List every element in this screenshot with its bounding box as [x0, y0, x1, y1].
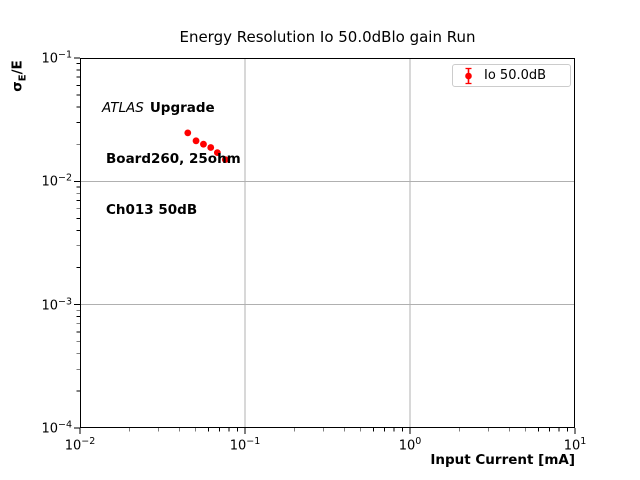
plot-area: ATLAS Upgrade Board260, 25ohm Ch013 50dB …	[74, 57, 576, 434]
annotation-line-1: ATLAS Upgrade	[102, 100, 241, 117]
chart-title: Energy Resolution Io 50.0dBlo gain Run	[179, 28, 476, 46]
ylabel-sigma: σ	[9, 81, 26, 92]
x-tick-label: 10−1	[229, 436, 261, 454]
data-point	[192, 137, 200, 145]
data-point	[221, 156, 229, 164]
annotation-line-3: Ch013 50dB	[106, 202, 198, 218]
axis-spines	[80, 58, 575, 428]
y-axis-label: σE/E	[10, 60, 29, 92]
y-tick-label: 10−3	[41, 295, 72, 314]
ylabel-subscript: E	[17, 74, 29, 82]
x-axis-label: Input Current [mA]	[430, 452, 575, 468]
y-tick-label: 10−2	[41, 172, 72, 190]
data-point	[184, 129, 192, 137]
annotation-atlas: ATLAS	[102, 100, 144, 116]
ylabel-rest: /E	[9, 60, 26, 75]
x-tick-label: 10−2	[64, 436, 96, 454]
legend-errorbar-icon	[465, 67, 472, 84]
data-point	[213, 149, 221, 156]
annotation-block: ATLAS Upgrade Board260, 25ohm Ch013 50dB	[102, 66, 241, 253]
data-point	[207, 144, 215, 151]
annotation-upgrade: Upgrade	[149, 100, 215, 116]
x-tick-label: 101	[563, 436, 587, 454]
y-tick-label: 10−1	[41, 49, 72, 67]
annotation-line-2: Board260, 25ohm	[106, 151, 241, 167]
legend-label: Io 50.0dB	[484, 68, 547, 83]
x-tick-label: 100	[398, 436, 422, 454]
data-point	[200, 140, 207, 148]
legend: Io 50.0dB	[452, 64, 571, 87]
y-tick-label: 10−4	[41, 419, 72, 437]
plot-canvas	[74, 57, 576, 434]
